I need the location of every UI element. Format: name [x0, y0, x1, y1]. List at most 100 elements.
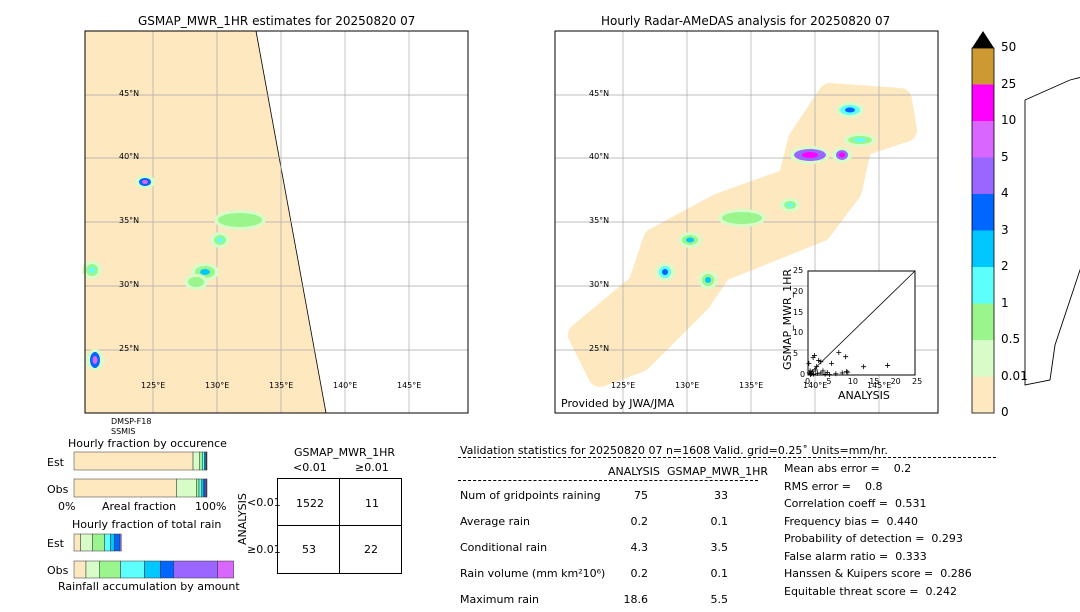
rain-obs-label: Obs: [47, 564, 69, 577]
score-line: Hanssen & Kuipers score = 0.286: [784, 567, 972, 580]
score-line: Equitable threat score = 0.242: [784, 584, 957, 598]
scatter-point: [861, 364, 867, 370]
stats-col-gsmap: GSMAP_MWR_1HR: [667, 465, 769, 478]
colorbar-tick: 10: [1001, 113, 1017, 127]
occ-obs-segment: [196, 478, 200, 498]
lon-label: 145°E: [867, 381, 892, 390]
rain-obs-segment: [173, 560, 218, 579]
scatter-point: [811, 352, 817, 358]
scatter-point: [808, 372, 814, 378]
colorbar-tick: 50: [1001, 40, 1017, 54]
stats-col-analysis: ANALYSIS: [608, 465, 660, 478]
rain-obs-segment: [120, 560, 145, 579]
lat-label: 35°N: [589, 216, 610, 225]
occ-x-min: 0%: [58, 500, 76, 513]
scatter-point: [813, 367, 819, 373]
occ-est-segment: [73, 451, 194, 471]
lon-label: 125°E: [611, 381, 636, 390]
rain-obs-segment: [99, 560, 121, 579]
colorbar-bin: [972, 303, 994, 340]
x-tick: 0: [805, 377, 811, 386]
rain-est-segment: [110, 533, 115, 552]
colorbar-tick: 0.01: [1001, 368, 1028, 383]
x-tick: 15: [869, 377, 880, 386]
cell-miss: 53: [302, 543, 316, 556]
rain-title: Hourly fraction of total rain: [72, 518, 222, 531]
colorbar-tick: 0.5: [1001, 332, 1021, 346]
coastline: [1024, 77, 1080, 386]
scatter-point: [839, 370, 845, 376]
stat-gsmap: 3.5: [710, 541, 729, 554]
scatter-plot: [806, 270, 916, 378]
scatter-point: [820, 368, 826, 374]
occ-obs-segment: [73, 478, 177, 498]
lat-label: 25°N: [119, 344, 140, 353]
rain-obs-segment: [217, 560, 234, 579]
cell-false-alarm: 11: [365, 497, 379, 510]
colorbar-bin: [972, 84, 994, 121]
score-line: False alarm ratio = 0.333: [784, 549, 927, 563]
occ-obs-label: Obs: [47, 483, 69, 496]
scatter-ylabel: GSMAP_MWR_1HR: [781, 268, 794, 370]
lat-label: 30°N: [589, 280, 610, 289]
contingency-table: 1522 11 53 22: [277, 478, 402, 574]
sensor-name: SSMIS: [111, 427, 136, 436]
y-tick: 20: [793, 286, 804, 296]
stat-analysis: 0.2: [630, 515, 649, 528]
occ-obs-segment: [198, 478, 202, 498]
rain-est-segment: [73, 533, 81, 552]
one-to-one-line: [807, 270, 916, 376]
rain-obs-segment: [85, 560, 100, 579]
stat-label: Average rain: [460, 515, 530, 528]
right-map-title: Hourly Radar-AMeDAS analysis for 2025082…: [601, 14, 891, 28]
stat-gsmap: 0.1: [710, 515, 729, 528]
contingency-col-1: ≥0.01: [355, 461, 389, 474]
colorbar-tick: 1: [1001, 295, 1009, 310]
contingency-col-0: <0.01: [293, 461, 327, 474]
score-line: Mean abs error = 0.2: [784, 462, 912, 475]
rain-obs-segment: [73, 560, 87, 579]
y-tick: 15: [793, 307, 804, 317]
colorbar-bin: [972, 157, 994, 194]
scatter-point: [814, 364, 820, 370]
scatter-point: [824, 370, 830, 376]
occ-est-segment: [199, 451, 203, 471]
y-tick: 0: [800, 370, 806, 379]
lon-label: 130°E: [205, 381, 230, 390]
colorbar-bin: [972, 48, 994, 85]
colorbar-bin: [972, 267, 994, 304]
scatter-point: [885, 362, 891, 368]
colorbar-bin: [972, 230, 994, 267]
scatter-point: [814, 370, 820, 376]
stat-analysis: 4.3: [630, 541, 649, 554]
occ-x-max: 100%: [195, 500, 227, 513]
x-tick: 5: [826, 377, 832, 386]
rain-est-label: Est: [47, 537, 64, 550]
colorbar-tick: 4: [1001, 186, 1009, 200]
score-line: Frequency bias = 0.440: [784, 514, 919, 528]
occ-obs-segment: [201, 478, 204, 498]
rain-obs-segment: [144, 560, 161, 579]
occ-xlabel: Areal fraction: [102, 500, 177, 513]
rain-est-segment: [92, 533, 105, 552]
x-tick: 10: [847, 377, 858, 386]
score-line: RMS error = 0.8: [784, 479, 883, 493]
left-map-title: GSMAP_MWR_1HR estimates for 20250820 07: [138, 14, 416, 28]
lon-label: 135°E: [739, 381, 764, 390]
rain-est-segment: [104, 533, 111, 552]
stat-label: Rain volume (mm km²10⁶): [460, 567, 606, 580]
occ-est-segment: [192, 451, 200, 471]
scatter-point: [811, 371, 817, 377]
scatter-point: [833, 371, 839, 377]
colorbar-bin: [972, 194, 994, 231]
lat-label: 45°N: [119, 89, 140, 98]
lon-label: 125°E: [141, 381, 166, 390]
lat-label: 40°N: [589, 152, 610, 161]
lat-label: 30°N: [119, 280, 140, 289]
scatter-point: [816, 357, 822, 363]
y-tick: 25: [793, 266, 804, 275]
occ-obs-segment: [176, 478, 197, 498]
stats-header: Validation statistics for 20250820 07 n=…: [460, 444, 888, 457]
scatter-point: [807, 368, 813, 374]
